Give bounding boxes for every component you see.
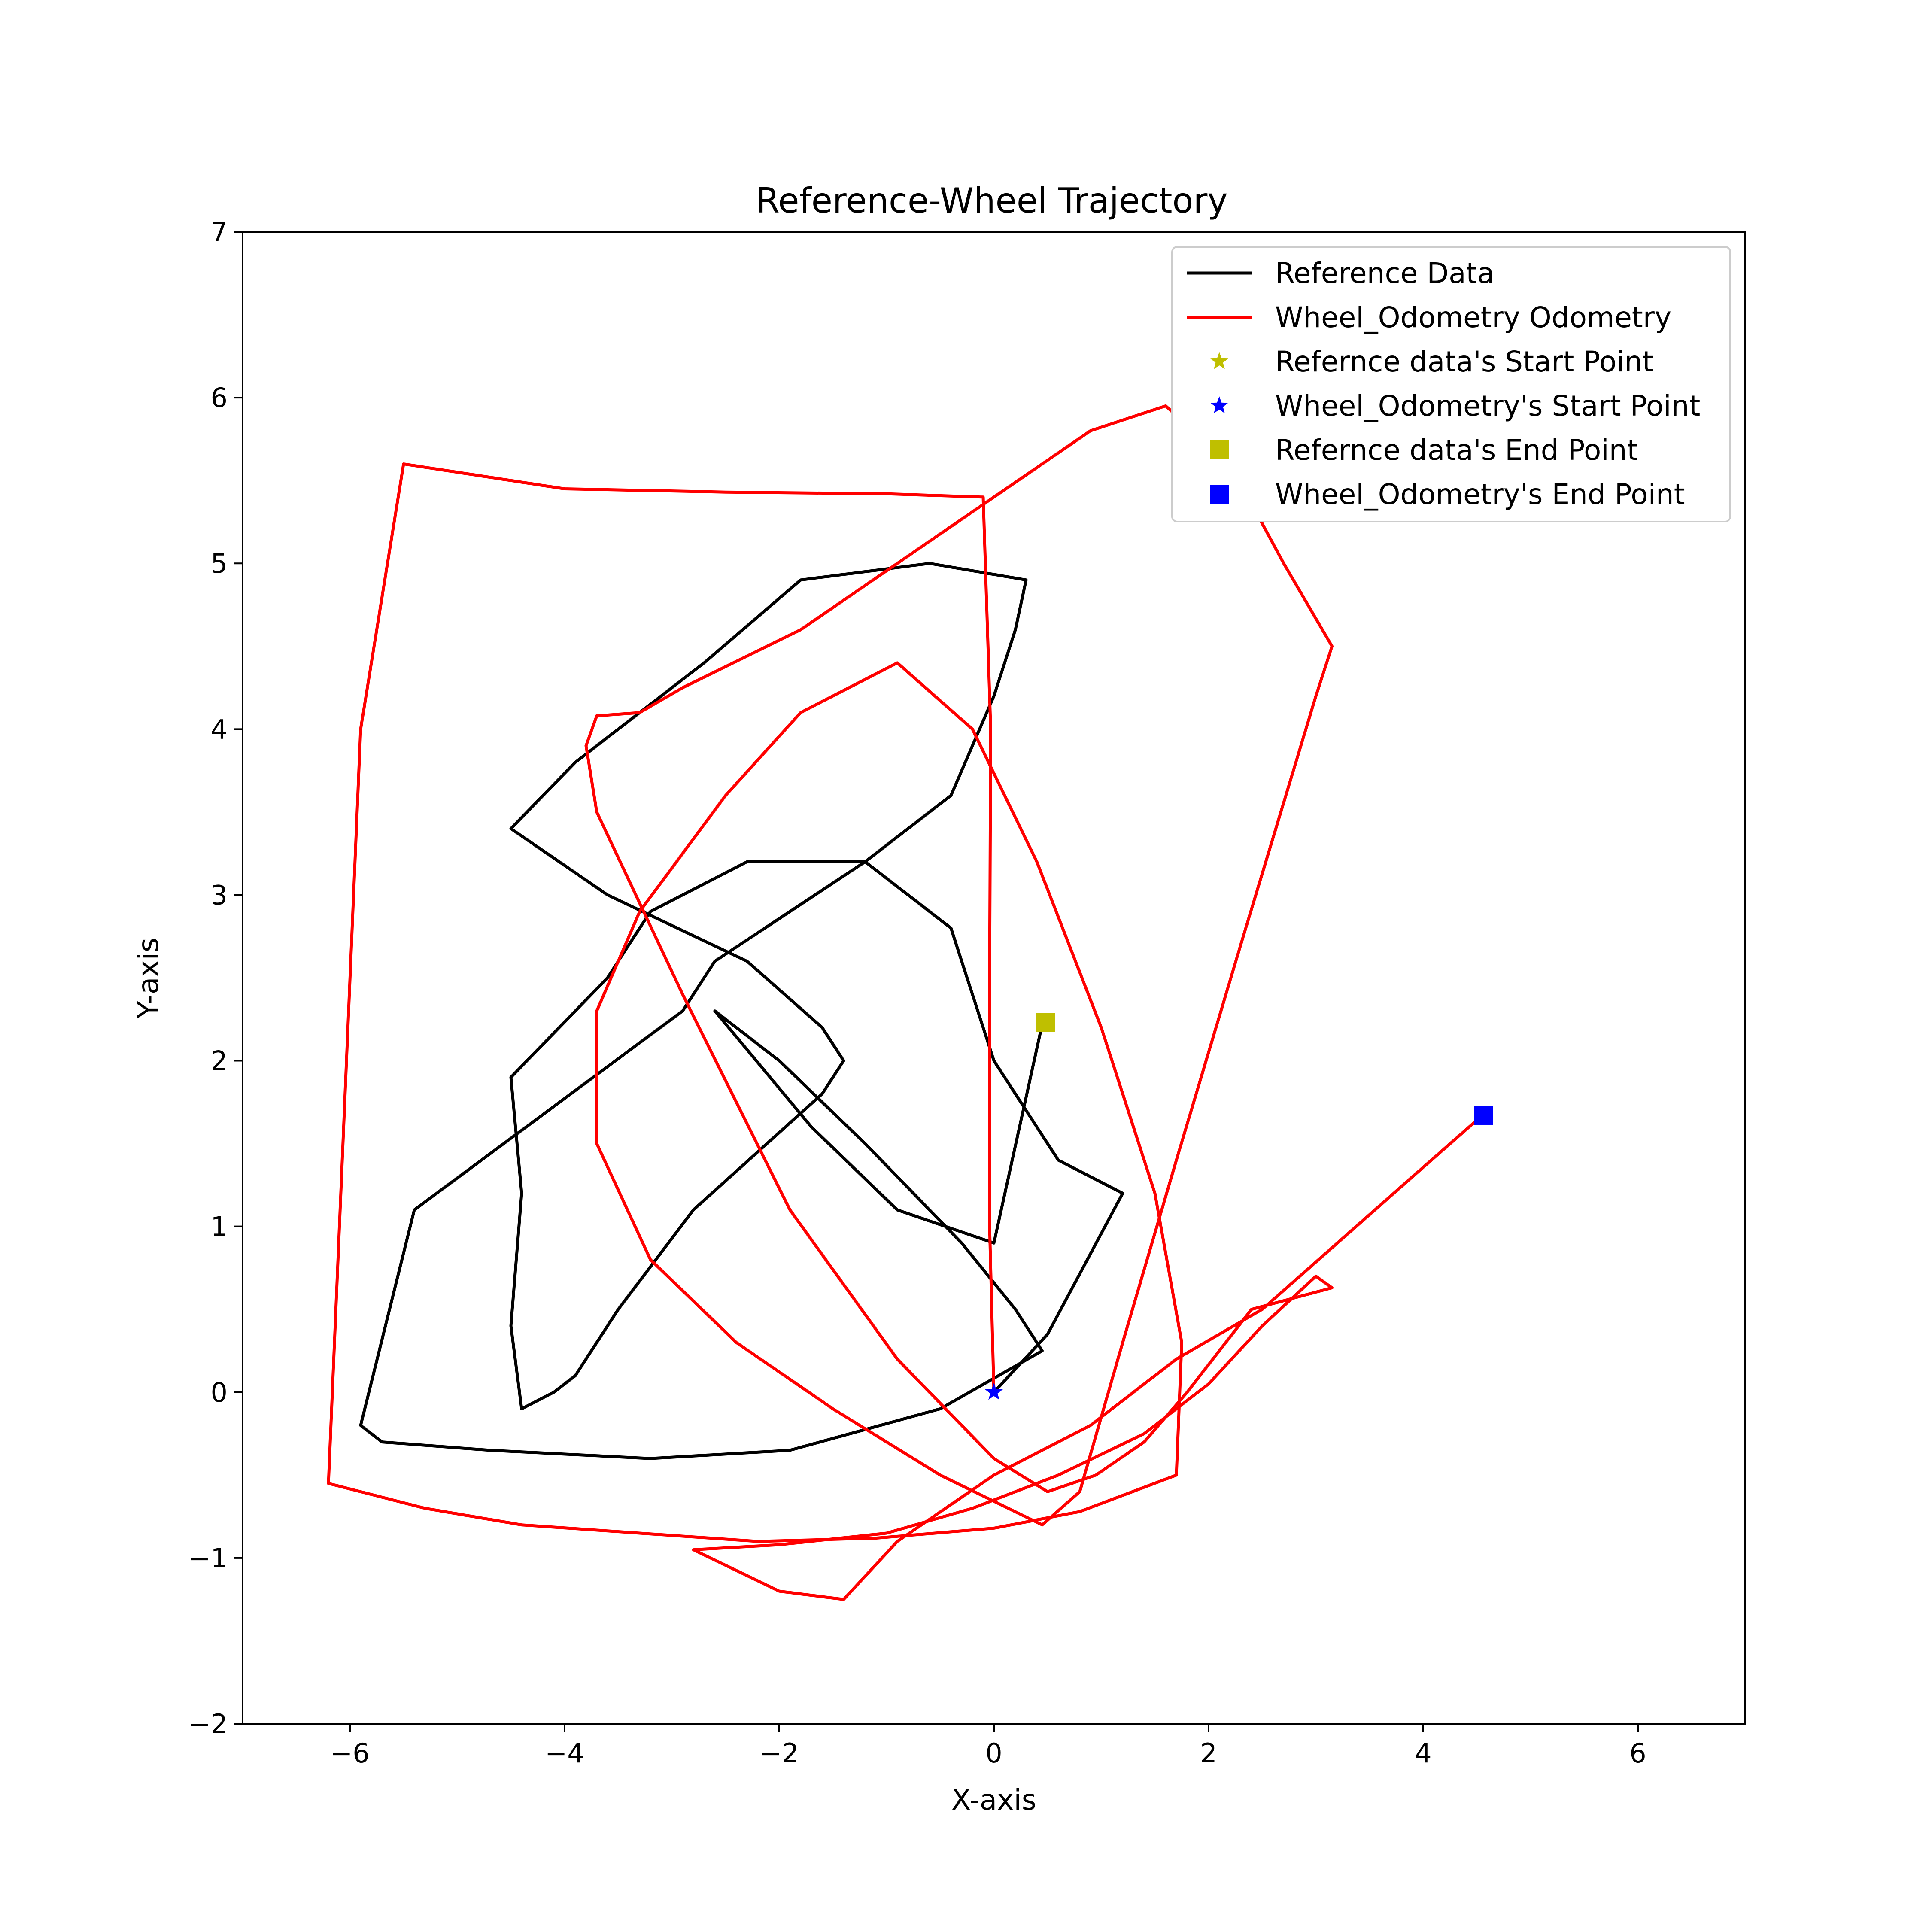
x-tick-label: 6	[1629, 1738, 1646, 1769]
legend-label-refernce-data-s-end-point: Refernce data's End Point	[1275, 434, 1638, 467]
x-axis-ticks: −6 −4 −2 0 2 4 6	[330, 1724, 1646, 1769]
marker-wheel-odometry-s-end-point	[1474, 1106, 1493, 1125]
legend-marker-refernce-data-s-start-point	[1210, 352, 1228, 369]
legend-label-wheel-odometry-s-start-point: Wheel_Odometry's Start Point	[1275, 389, 1700, 422]
x-tick-label: −4	[545, 1738, 584, 1769]
y-tick-label: −2	[188, 1708, 228, 1740]
legend-marker-wheel-odometry-s-start-point	[1210, 396, 1228, 413]
chart-title: Reference-Wheel Trajectory	[756, 181, 1227, 221]
x-tick-label: 0	[985, 1738, 1002, 1769]
x-axis-label: X-axis	[951, 1783, 1036, 1817]
y-tick-label: 4	[211, 714, 228, 745]
marker-refernce-data-s-end-point	[1036, 1013, 1055, 1032]
legend-items: Reference Data Wheel_Odometry Odometry Ref…	[1187, 257, 1700, 511]
legend-label-refernce-data-s-start-point: Refernce data's Start Point	[1275, 345, 1653, 378]
y-tick-label: −1	[188, 1543, 228, 1574]
y-tick-label: 3	[211, 879, 228, 911]
series-line-wheel-odometry-odometry	[327, 404, 1484, 1601]
legend-box	[1171, 246, 1731, 522]
series-layer	[327, 404, 1484, 1601]
legend: Reference Data Wheel_Odometry Odometry Ref…	[1171, 246, 1731, 522]
marker-wheel-odometry-s-start-point	[985, 1382, 1003, 1400]
legend-label-reference-data: Reference Data	[1275, 257, 1495, 290]
legend-label-wheel-odometry-s-end-point: Wheel_Odometry's End Point	[1275, 478, 1685, 511]
y-axis-ticks: −2 −1 0 1 2 3 4 5 6 7	[188, 216, 243, 1740]
series-line-reference-data	[359, 562, 1124, 1460]
marker-layer	[985, 1013, 1493, 1400]
legend-label-wheel-odometry-odometry: Wheel_Odometry Odometry	[1275, 301, 1671, 334]
y-tick-label: 0	[211, 1377, 228, 1408]
x-tick-label: 4	[1415, 1738, 1431, 1769]
y-tick-label: 7	[211, 216, 228, 248]
y-axis-label: Y-axis	[132, 938, 165, 1019]
legend-marker-refernce-data-s-end-point	[1210, 440, 1229, 459]
y-tick-label: 6	[211, 382, 228, 413]
x-tick-label: 2	[1200, 1738, 1217, 1769]
x-tick-label: −6	[330, 1738, 369, 1769]
legend-marker-wheel-odometry-s-end-point	[1210, 485, 1229, 504]
y-tick-label: 2	[211, 1045, 228, 1077]
x-tick-label: −2	[759, 1738, 799, 1769]
y-tick-label: 1	[211, 1211, 228, 1242]
y-tick-label: 5	[211, 548, 228, 579]
